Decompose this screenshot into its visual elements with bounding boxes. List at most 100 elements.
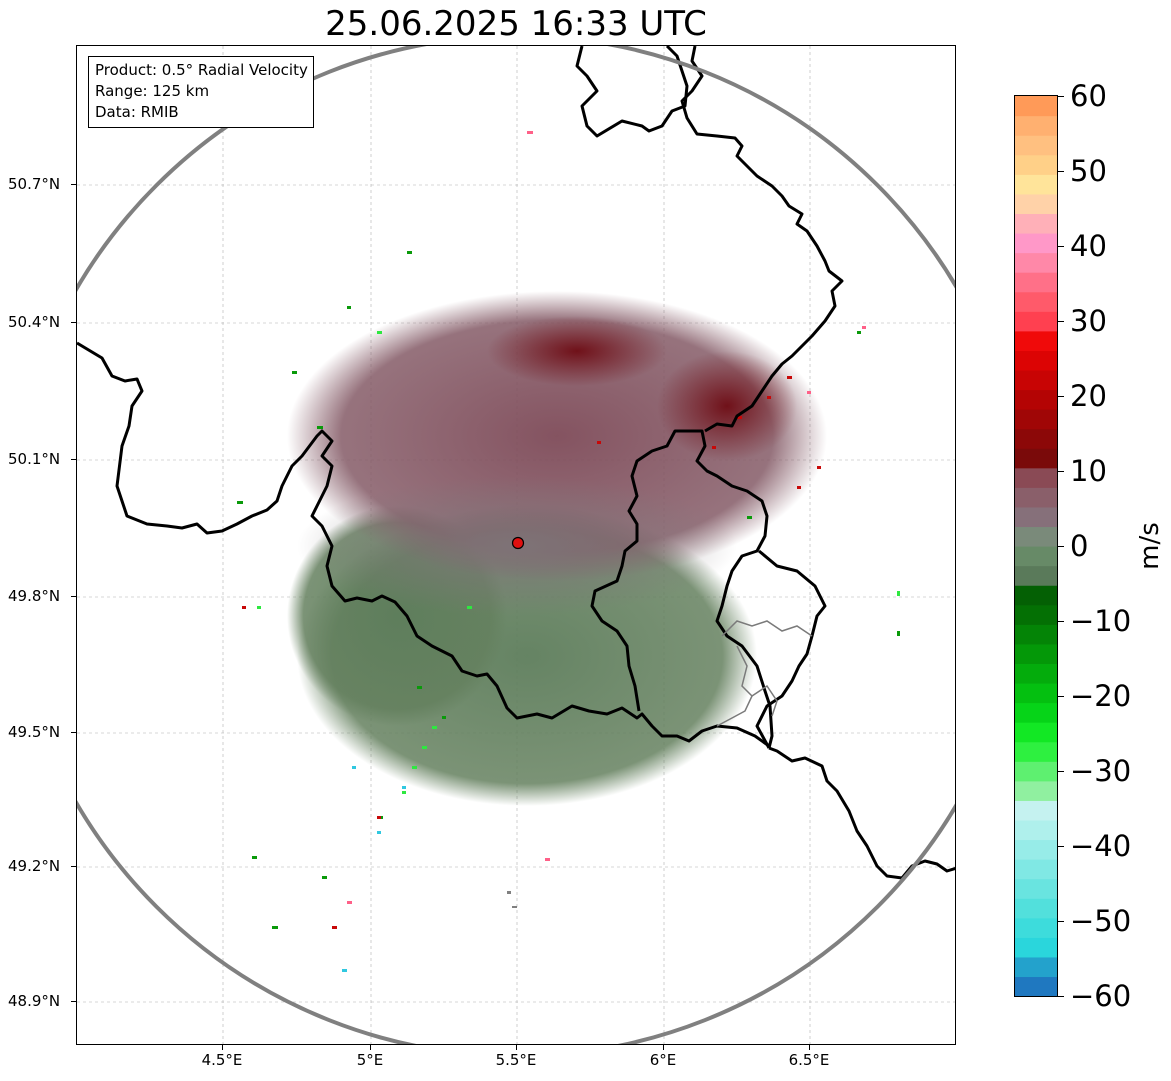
lon-tickmark — [516, 1045, 517, 1050]
colorbar-segment — [1015, 369, 1057, 391]
lon-tickmark — [370, 1045, 371, 1050]
lat-tickmark — [71, 866, 76, 867]
lon-tick-label: 5.5°E — [495, 1051, 537, 1069]
map-canvas — [77, 46, 955, 1044]
lat-tick-label: 49.2°N — [8, 857, 61, 875]
product-label: Product: 0.5° Radial Velocity — [95, 61, 308, 79]
colorbar-segment — [1015, 663, 1057, 684]
colorbar-tick-label: 30 — [1070, 304, 1107, 338]
colorbar-segment — [1015, 135, 1057, 156]
lat-tickmark — [71, 732, 76, 733]
colorbar-segment — [1015, 506, 1057, 528]
colorbar-segment — [1015, 643, 1057, 664]
colorbar-tick-label: 20 — [1070, 379, 1107, 413]
colorbar-segment — [1015, 350, 1057, 371]
colorbar-tickmark — [1058, 996, 1064, 997]
colorbar-segment — [1015, 878, 1057, 899]
colorbar-segment — [1015, 232, 1057, 254]
colorbar-tickmark — [1058, 471, 1064, 472]
colorbar-segment — [1015, 291, 1057, 312]
colorbar-segment — [1015, 682, 1057, 704]
colorbar-tickmark — [1058, 171, 1064, 172]
colorbar-tick-label: −60 — [1070, 979, 1132, 1013]
echo-speckles-lightgreen — [257, 331, 900, 794]
lat-tick-label: 50.1°N — [8, 450, 61, 468]
velocity-colorbar — [1014, 95, 1058, 997]
colorbar-segment — [1015, 428, 1057, 449]
colorbar-segment — [1015, 487, 1057, 508]
colorbar-segment — [1015, 409, 1057, 430]
colorbar-unit-label: m/s — [1135, 522, 1165, 570]
colorbar-gradient — [1015, 96, 1057, 996]
radar-echo — [237, 131, 900, 972]
colorbar-tick-label: −30 — [1070, 754, 1132, 788]
lon-tickmark — [663, 1045, 664, 1050]
colorbar-tickmark — [1058, 771, 1064, 772]
colorbar-segment — [1015, 115, 1057, 136]
range-label: Range: 125 km — [95, 82, 210, 100]
colorbar-tickmark — [1058, 546, 1064, 547]
lat-tick-label: 48.9°N — [8, 992, 61, 1010]
lon-tick-label: 4.5°E — [201, 1051, 243, 1069]
colorbar-segment — [1015, 174, 1057, 195]
colorbar-segment — [1015, 800, 1057, 821]
colorbar-segment — [1015, 937, 1057, 958]
echo-speckles-red — [242, 376, 821, 929]
radar-map[interactable] — [76, 45, 956, 1045]
product-info-box: Product: 0.5° Radial Velocity Range: 125… — [88, 56, 314, 128]
lat-tickmark — [71, 1001, 76, 1002]
lon-tick-label: 6.5°E — [788, 1051, 830, 1069]
colorbar-segment — [1015, 956, 1057, 978]
border-germany-east — [680, 46, 844, 433]
colorbar-tickmark — [1058, 246, 1064, 247]
colorbar-segment — [1015, 193, 1057, 214]
colorbar-segment — [1015, 311, 1057, 332]
colorbar-segment — [1015, 898, 1057, 919]
colorbar-segment — [1015, 702, 1057, 723]
colorbar-segment — [1015, 467, 1057, 488]
colorbar-segment — [1015, 448, 1057, 469]
colorbar-tick-label: 40 — [1070, 229, 1107, 263]
data-source-label: Data: RMIB — [95, 103, 179, 121]
colorbar-tick-label: 10 — [1070, 454, 1107, 488]
colorbar-tick-label: −10 — [1070, 604, 1132, 638]
colorbar-segment — [1015, 585, 1057, 606]
colorbar-segment — [1015, 780, 1057, 801]
lat-tick-label: 50.7°N — [8, 175, 61, 193]
colorbar-segment — [1015, 526, 1057, 547]
radar-site-marker[interactable] — [511, 536, 525, 550]
border-germany-east-north — [575, 46, 689, 138]
colorbar-segment — [1015, 546, 1057, 567]
colorbar-segment — [1015, 154, 1057, 175]
lat-tick-label: 49.5°N — [8, 723, 61, 741]
echo-speckles-cyan — [342, 766, 406, 972]
colorbar-segment — [1015, 624, 1057, 645]
colorbar-tick-label: 60 — [1070, 79, 1107, 113]
colorbar-tick-label: −20 — [1070, 679, 1132, 713]
region-borders — [716, 620, 813, 727]
colorbar-tickmark — [1058, 846, 1064, 847]
country-borders — [77, 46, 955, 880]
colorbar-tick-label: −40 — [1070, 829, 1132, 863]
lat-tickmark — [71, 596, 76, 597]
colorbar-tickmark — [1058, 96, 1064, 97]
border-luxembourg — [590, 429, 774, 749]
colorbar-segment — [1015, 917, 1057, 938]
colorbar-tick-label: 0 — [1070, 529, 1089, 563]
echo-strong-positive — [657, 351, 797, 461]
colorbar-tickmark — [1058, 696, 1064, 697]
colorbar-segment — [1015, 741, 1057, 762]
echo-speckles-pink — [347, 131, 866, 904]
border-lux-germany-east — [755, 549, 827, 749]
colorbar-tick-label: 50 — [1070, 154, 1107, 188]
colorbar-segment — [1015, 859, 1057, 880]
colorbar-segment — [1015, 252, 1057, 273]
colorbar-segment — [1015, 565, 1057, 586]
colorbar-segment — [1015, 722, 1057, 743]
colorbar-tickmark — [1058, 921, 1064, 922]
lat-tick-label: 49.8°N — [8, 587, 61, 605]
echo-strong-positive — [487, 316, 667, 386]
lon-tickmark — [809, 1045, 810, 1050]
border-belgium-france-west — [77, 341, 770, 748]
colorbar-segment — [1015, 839, 1057, 860]
